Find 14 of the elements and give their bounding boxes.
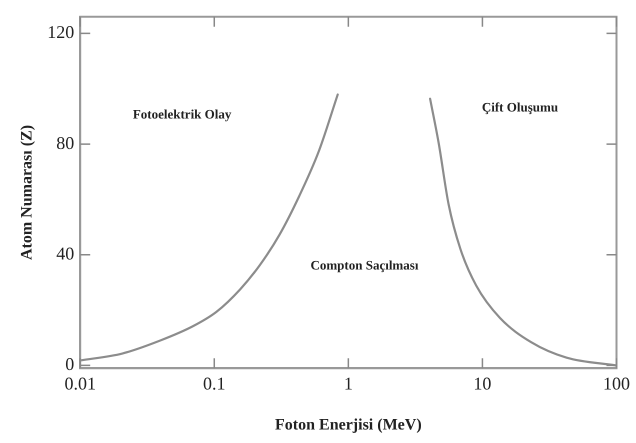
x-tick-label: 1 [344,374,353,394]
annotation: Compton Saçılması [310,258,419,273]
y-axis-title: Atom Numarası (Z) [18,124,36,260]
x-tick-label: 100 [603,374,630,394]
y-tick-label: 120 [47,22,74,42]
x-tick-label: 0.1 [203,374,226,394]
x-tick-label: 10 [473,374,492,394]
x-tick-label: 0.01 [64,374,96,394]
y-tick-label: 0 [65,354,74,374]
y-tick-label: 80 [56,132,74,153]
annotation: Çift Oluşumu [482,100,558,115]
y-tick-label: 40 [56,243,74,264]
annotation: Fotoelektrik Olay [132,106,232,122]
x-axis-title: Foton Enerjisi (MeV) [275,416,422,434]
